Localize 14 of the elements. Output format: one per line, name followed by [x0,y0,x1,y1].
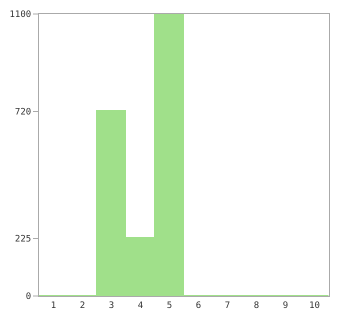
y-tick-label: 720 [14,108,32,118]
x-tick-label: 4 [138,300,144,311]
y-tick-label: 0 [26,292,32,302]
x-tick-label: 8 [254,300,260,311]
x-tick-label: 1 [50,300,56,311]
x-tick-label: 10 [309,300,320,311]
x-tick-label: 2 [80,300,86,311]
x-tick-label: 9 [282,300,288,311]
x-tick-label: 5 [166,300,172,311]
x-tick-label: 3 [108,300,114,311]
x-tick-label: 6 [196,300,202,311]
y-tick-label: 225 [14,234,32,244]
y-tick-label: 1100 [10,10,32,20]
x-tick-label: 7 [224,300,230,311]
